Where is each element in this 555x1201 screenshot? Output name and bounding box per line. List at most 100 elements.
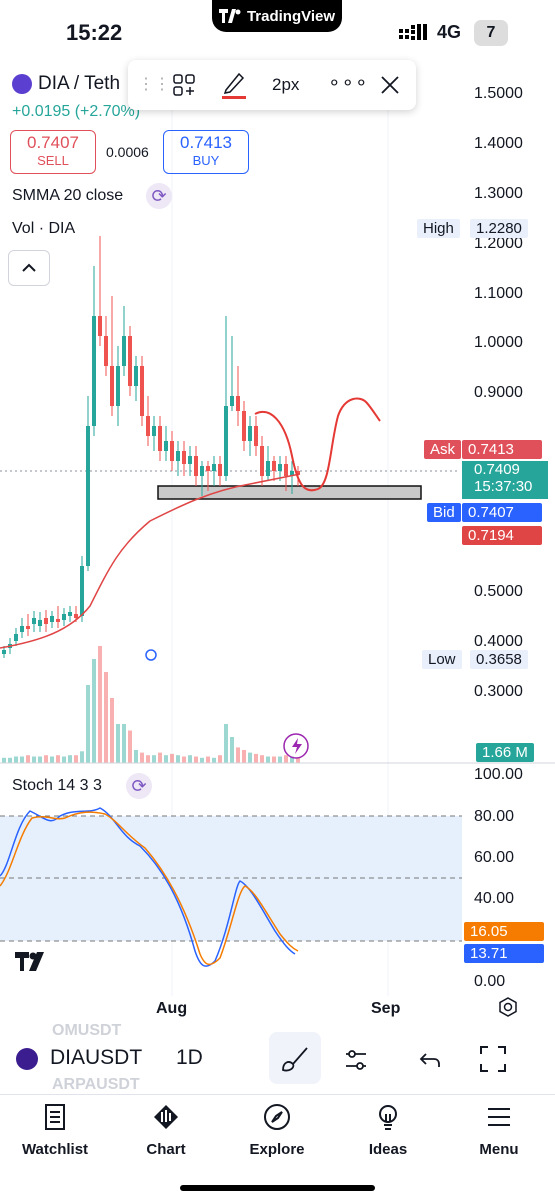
volume-bar (140, 752, 144, 763)
price-axis-label: 1.2000 (474, 235, 523, 252)
fullscreen-icon[interactable] (478, 1044, 508, 1074)
freehand-drawing (254, 397, 381, 492)
volume-bar (146, 755, 150, 763)
candle-body (68, 612, 72, 616)
home-indicator (180, 1185, 375, 1191)
chevron-up-icon (22, 263, 36, 272)
candle-body (284, 464, 288, 476)
tradingview-logo-icon (218, 9, 241, 23)
volume-indicator-label[interactable]: Vol · DIA (12, 220, 76, 237)
volume-bar (68, 755, 72, 763)
battery-indicator: 7 (474, 20, 508, 46)
candle-body (182, 451, 186, 464)
symbol-toolbar: OMUSDT ARPAUSDT DIAUSDT 1D (0, 1022, 555, 1093)
candle-body (110, 366, 114, 406)
price-axis-label: 1.0000 (474, 334, 523, 351)
stoch-refresh-icon[interactable]: ⟳ (126, 773, 152, 799)
volume-bar (110, 698, 114, 763)
sell-button[interactable]: 0.7407 SELL (10, 130, 96, 174)
candle-body (260, 446, 264, 476)
candle-body (92, 316, 96, 426)
symbol-title-row[interactable]: DIA / Teth (12, 73, 120, 95)
price-axis-label: 1.4000 (474, 135, 523, 152)
pencil-color-icon[interactable] (222, 70, 246, 100)
nav-ideas[interactable]: Ideas (343, 1103, 433, 1158)
nav-chart[interactable]: Chart (121, 1103, 211, 1158)
candle-body (86, 426, 90, 566)
price-axis-label: 1.3000 (474, 185, 523, 202)
interval-selector[interactable]: 1D (176, 1046, 203, 1069)
volume-bar (248, 752, 252, 763)
candle-body (290, 471, 294, 476)
drawing-tools-button[interactable] (269, 1032, 321, 1084)
nav-label: Watchlist (21, 1141, 89, 1158)
volume-bar (260, 755, 264, 763)
ghost-symbol-below: ARPAUSDT (52, 1076, 140, 1093)
nav-explore[interactable]: Explore (232, 1103, 322, 1158)
stoch-label[interactable]: Stoch 14 3 3 (12, 777, 102, 794)
menu-icon (488, 1108, 510, 1126)
volume-bar (290, 756, 294, 763)
indicators-sliders-icon[interactable] (342, 1046, 370, 1074)
volume-bar (200, 757, 204, 763)
drag-handle-icon[interactable]: ⋮⋮ (138, 76, 170, 93)
candle-body (50, 616, 54, 622)
price-change: +0.0195 (+2.70%) (12, 103, 141, 120)
volume-bar (44, 755, 48, 763)
collapse-legend-button[interactable] (8, 250, 50, 286)
volume-bar (266, 756, 270, 763)
line-width-button[interactable]: 2px (272, 75, 300, 94)
price-axis-label: 0.9000 (474, 384, 523, 401)
volume-bar (80, 751, 84, 763)
nav-watchlist[interactable]: Watchlist (10, 1103, 100, 1158)
symbol-selector[interactable]: DIAUSDT (50, 1046, 143, 1069)
ask-tag: Ask (424, 440, 462, 459)
candle-body (146, 416, 150, 436)
chart-settings-icon[interactable] (497, 996, 519, 1018)
buy-button[interactable]: 0.7413 BUY (163, 130, 249, 174)
volume-bar (92, 659, 96, 763)
volume-bar (218, 755, 222, 763)
volume-bar (212, 757, 216, 763)
smma-indicator-label[interactable]: SMMA 20 close (12, 187, 124, 204)
stoch-d-line (0, 811, 299, 966)
high-tag: High (417, 219, 460, 238)
volume-bar (98, 646, 102, 763)
smma-value: 0.7194 (462, 526, 542, 545)
drawing-toolbar: ⋮⋮ 2px ∘∘∘ (128, 60, 416, 110)
nav-label: Menu (479, 1141, 519, 1158)
nav-menu[interactable]: Menu (454, 1103, 544, 1158)
object-tree-icon[interactable] (172, 73, 196, 97)
volume-bar (182, 756, 186, 763)
volume-bar (20, 756, 24, 763)
undo-icon[interactable] (418, 1048, 442, 1072)
candle-body (224, 406, 228, 476)
price-chart[interactable] (0, 66, 555, 1026)
candle-body (266, 461, 270, 476)
dia-symbol-icon (16, 1048, 38, 1070)
volume-bar (50, 756, 54, 763)
volume-bar (56, 755, 60, 763)
volume-bar (134, 750, 138, 763)
volume-bar (116, 724, 120, 763)
stoch-axis-label: 100.00 (474, 766, 523, 783)
close-icon[interactable] (380, 75, 400, 95)
candle-body (206, 466, 210, 471)
volume-bar (296, 757, 300, 763)
indicator-refresh-icon[interactable]: ⟳ (146, 183, 172, 209)
more-options-icon[interactable]: ∘∘∘ (328, 72, 369, 94)
candle-body (242, 411, 246, 441)
stoch-d-value: 16.05 (464, 922, 544, 941)
candle-body (140, 366, 144, 416)
volume-bar (164, 755, 168, 763)
bid-tag: Bid (427, 503, 461, 522)
volume-bar (128, 730, 132, 763)
stoch-axis-label: 40.00 (474, 890, 515, 907)
candle-body (44, 618, 48, 624)
candle-body (164, 441, 168, 451)
candle-body (236, 396, 240, 411)
time-axis-label: Sep (371, 1000, 401, 1017)
low-value: 0.3658 (470, 650, 528, 669)
tradingview-watermark-icon (15, 952, 44, 971)
candle-body (80, 566, 84, 616)
